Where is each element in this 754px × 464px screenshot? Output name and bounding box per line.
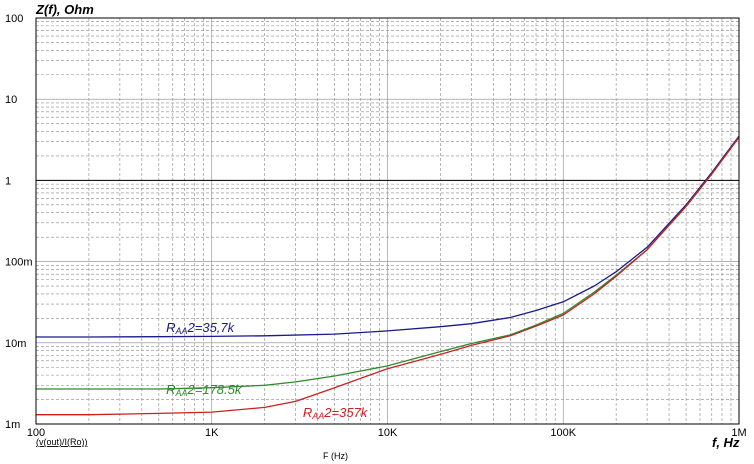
trace-label: (v(out)/I(Ro))	[36, 437, 88, 447]
x-tick-label: 100K	[550, 427, 576, 439]
y-tick-label: 100	[5, 13, 23, 25]
x-tick-label: 10K	[378, 427, 398, 439]
x-tick-label: 1M	[731, 427, 746, 439]
plot-frame	[35, 17, 740, 425]
series-line	[36, 136, 740, 416]
series-label: RAA2=35,7k	[166, 320, 236, 336]
series-label: RAA2=178.5k	[166, 382, 243, 398]
series-layer	[36, 135, 740, 416]
y-tick-label: 10m	[5, 338, 26, 350]
x-tick-label: 1K	[205, 427, 219, 439]
y-tick-label: 100m	[5, 257, 33, 269]
x-tick-label: 100	[27, 427, 45, 439]
y-tick-label: 1m	[5, 419, 20, 431]
series-label: RAA2=357k	[303, 405, 369, 421]
x-axis-title: f, Hz	[712, 435, 740, 450]
grid	[35, 18, 739, 425]
x-sublabel: F (Hz)	[323, 451, 348, 461]
series-annotations: RAA2=35,7k RAA2=178.5k RAA2=357k	[166, 320, 369, 421]
y-tick-label: 1	[5, 175, 11, 187]
series-line	[36, 135, 740, 338]
tick-labels: 100 1K 10K 100K 1M 100 10 1 100m 10m 1m	[5, 13, 747, 439]
y-tick-label: 10	[5, 94, 17, 106]
y-axis-title: Z(f), Ohm	[35, 2, 94, 17]
